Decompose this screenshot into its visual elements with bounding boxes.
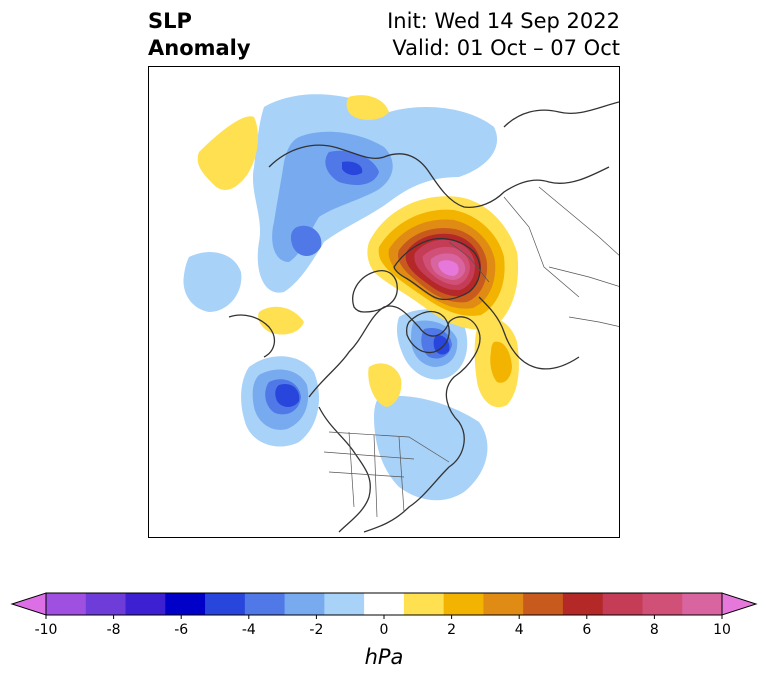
colorbar-segment (125, 593, 166, 615)
colorbar-segment (244, 593, 286, 615)
east-atlantic-high-core (490, 341, 512, 383)
colorbar-segment (483, 593, 524, 615)
siberia-low-inner (342, 161, 363, 176)
kara-low (437, 123, 494, 164)
scandinavia-high-core (438, 260, 459, 276)
colorbar-unit-label: hPa (364, 645, 404, 669)
positive-anomaly-regions (197, 95, 519, 408)
map-panel (148, 66, 620, 538)
laptev-high (346, 95, 389, 120)
map-dates: Init: Wed 14 Sep 2022 Valid: 01 Oct – 07… (387, 8, 620, 62)
colorbar-tick-label: 8 (649, 622, 659, 638)
slp-anomaly-map (183, 94, 619, 533)
hudson-bay-high (368, 363, 402, 407)
title-type: Anomaly (148, 36, 251, 60)
colorbar-tick-label: 6 (582, 622, 592, 638)
atlantic-low (374, 395, 488, 501)
init-date: Init: Wed 14 Sep 2022 (387, 9, 620, 33)
bering-low (183, 252, 242, 312)
colorbar-tick-label: -8 (106, 622, 121, 638)
colorbar-segment (602, 593, 643, 615)
coastlines (228, 101, 619, 533)
colorbar-tick-label: -10 (34, 622, 58, 638)
colorbar-segment (562, 593, 604, 615)
colorbar-tick-label: 0 (379, 622, 389, 638)
east-siberia-low (290, 225, 322, 256)
colorbar-tick-label: -4 (241, 622, 256, 638)
colorbar-tick-label: -6 (174, 622, 189, 638)
map-title: SLP Anomaly (148, 8, 251, 62)
colorbar-ticks: -10 -8 -6 -4 -2 0 2 4 6 8 10 (0, 622, 768, 642)
alaska-high (197, 116, 259, 190)
valid-range: Valid: 01 Oct – 07 Oct (392, 36, 620, 60)
political-borders (323, 186, 619, 518)
colorbar-segment (46, 593, 87, 615)
greenland-low-core (433, 335, 450, 355)
colorbar (10, 592, 758, 619)
colorbar-segment (324, 593, 365, 615)
gulf-of-alaska-core (275, 383, 300, 407)
colorbar-extend-max (721, 592, 758, 616)
colorbar-segment (523, 593, 564, 615)
negative-anomaly-regions (183, 94, 498, 501)
colorbar-tick-label: 4 (514, 622, 524, 638)
colorbar-segment (205, 593, 246, 615)
colorbar-segment (642, 593, 683, 615)
colorbar-segment (682, 593, 723, 615)
colorbar-extend-min (10, 592, 47, 616)
title-variable: SLP (148, 9, 192, 33)
colorbar-segment (165, 593, 206, 615)
colorbar-segment (403, 593, 445, 615)
colorbar-tick-label: 10 (713, 622, 731, 638)
colorbar-segment (85, 593, 127, 615)
colorbar-segment (443, 593, 484, 615)
chukchi-high (258, 306, 304, 335)
colorbar-tick-label: -2 (309, 622, 324, 638)
colorbar-tick-label: 2 (447, 622, 457, 638)
colorbar-segment (364, 593, 405, 615)
colorbar-segment (284, 593, 325, 615)
